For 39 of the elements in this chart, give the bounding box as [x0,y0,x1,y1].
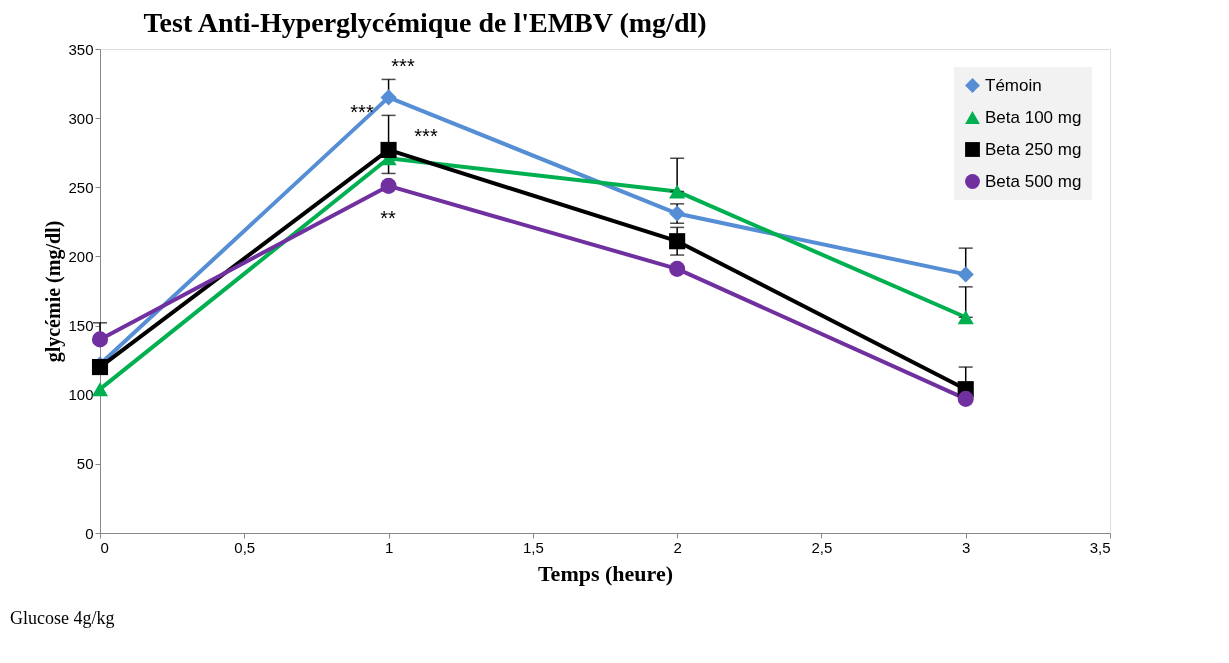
y-tick-label: 300 [68,109,94,127]
point [91,382,109,397]
x-tick-label: 0,5 [234,538,256,556]
legend-label: Beta 100 mg [985,107,1082,127]
y-tick-label: 0 [85,524,94,542]
point [380,141,397,159]
x-tick-label: 0 [100,538,109,556]
point [91,331,109,348]
y-tick-label: 200 [68,247,94,265]
point [380,177,397,194]
x-tick-label: 3 [962,538,971,556]
annotation: *** [414,125,438,147]
point [957,390,974,407]
y-tick-label: 100 [68,386,94,404]
chart-title: Test Anti-Hyperglycémique de l'EMBV (mg/dl) [143,7,707,38]
y-tick-label: 350 [68,40,94,58]
x-tick-label: 3,5 [1089,538,1111,556]
y-axis-title: glycémie (mg/dl) [42,220,66,363]
x-tick-label: 2,5 [811,538,833,556]
annotation: ** [380,207,396,229]
y-tick-label: 250 [68,178,94,196]
point [957,310,974,325]
point [669,233,686,250]
point [669,184,686,199]
legend-label: Témoin [985,75,1042,95]
point [957,266,974,283]
x-tick-label: 1,5 [522,538,544,556]
x-axis-title: Temps (heure) [537,560,674,586]
annotation: *** [391,55,415,77]
x-tick-label: 2 [673,538,682,556]
y-tick-label: 50 [76,455,94,473]
x-tick-label: 1 [384,538,394,556]
annotation: *** [350,101,374,123]
y-tick-label: 150 [68,317,94,335]
legend-label: Beta 500 mg [985,171,1082,191]
point [669,260,686,277]
legend-label: Beta 250 mg [985,139,1082,159]
text: Glucose 4g/kg [10,608,115,628]
point [380,89,397,106]
